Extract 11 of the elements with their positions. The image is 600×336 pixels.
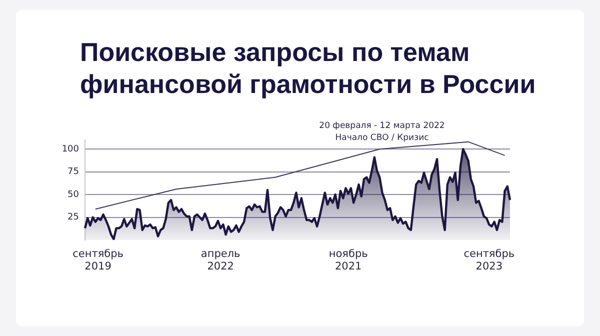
y-tick-label: 25: [68, 212, 79, 223]
y-tick-label: 50: [68, 190, 80, 200]
annotation: Начало СВО / Кризис: [334, 133, 430, 144]
chart-title: Поисковые запросы по темам финансовой грамотности в России: [80, 36, 537, 100]
text: 20 февраля - 12 марта 2022: [318, 121, 446, 132]
x-tick-label: апрель 2022: [200, 248, 240, 273]
y-tick-label: 75: [68, 167, 79, 178]
x-tick-label: сентябрь 2019: [72, 248, 124, 273]
x-tick-label: сентябрь 2023: [464, 248, 515, 273]
x-tick-label: ноябрь 2021: [328, 248, 368, 273]
y-tick-label: 100: [62, 144, 80, 154]
